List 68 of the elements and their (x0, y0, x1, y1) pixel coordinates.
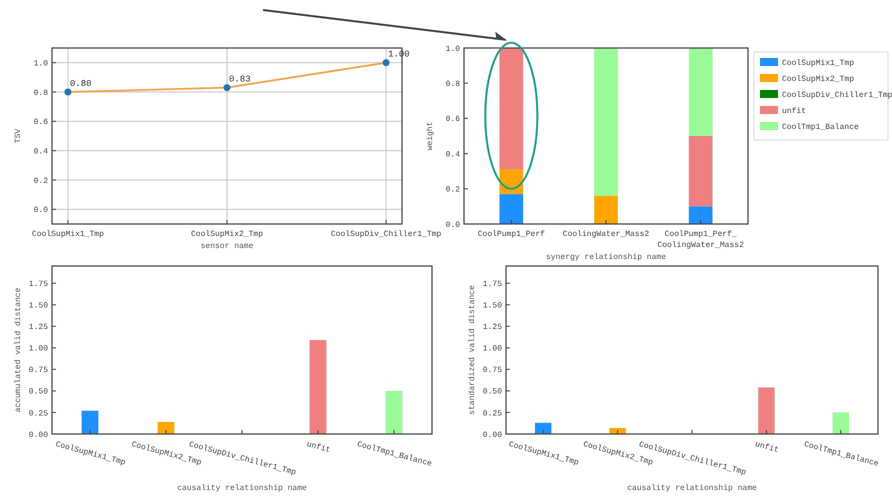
x-tick-label: CoolingWater_Mass2 (562, 230, 650, 239)
y-tick-label: 0.50 (482, 388, 502, 397)
legend-label: CoolSupDiv_Chiller1_Tmp (782, 90, 892, 100)
bar (688, 48, 712, 136)
bar (594, 196, 618, 224)
point (382, 59, 390, 66)
x-axis-title: sensor name (200, 242, 254, 251)
point (224, 84, 230, 92)
bar (758, 387, 775, 434)
bar (594, 48, 618, 196)
y-tick-label: 0.25 (28, 409, 48, 418)
y-tick-label: 1.75 (482, 280, 502, 290)
bar (500, 48, 524, 170)
x-tick-label: CoolPump1_Perf_ CoolingWater_Mass2 (657, 230, 744, 250)
x-tick-label: CoolSupMix2_Tmp (190, 230, 264, 239)
x-tick-label: CoolPump1_Perf (478, 230, 546, 239)
x-tick-label: CoolSupDiv_Chiller1_Tmp (330, 230, 442, 239)
y-tick-label: 1.00 (482, 344, 502, 354)
legend-label: CoolSupMix2_Tmp (782, 74, 854, 84)
bar (688, 136, 712, 206)
x-tick-label: unfit (754, 440, 780, 456)
y-tick-label: 1.00 (28, 344, 48, 354)
legend-label: CoolSupMix1_Tmp (782, 58, 854, 68)
data-label: 0.80 (70, 79, 92, 89)
y-tick-label: 0.75 (28, 366, 48, 376)
y-tick-label: 0.8 (446, 80, 460, 89)
y-axis-title: weight (426, 122, 435, 150)
point (64, 88, 72, 96)
bar (310, 340, 326, 434)
y-tick-label: 0.00 (28, 430, 48, 440)
bar (535, 422, 552, 434)
y-tick-label: 0.0 (34, 206, 48, 216)
y-tick-label: 1.0 (34, 59, 48, 68)
y-tick-label: 0.6 (34, 118, 48, 128)
x-tick-label: CoolSupMix1_Tmp (32, 230, 104, 239)
y-tick-label: 0.8 (34, 88, 48, 98)
bar (688, 206, 712, 224)
x-axis-title: causality relationship name (177, 484, 308, 493)
y-tick-label: 0.4 (446, 150, 460, 160)
x-axis-title: synergy relationship name (546, 253, 666, 262)
bar (500, 194, 524, 224)
legend-label: unfit (782, 106, 806, 116)
y-tick-label: 0.25 (482, 409, 502, 418)
y-tick-label: 0.6 (446, 115, 460, 124)
y-tick-label: 1.75 (28, 280, 48, 290)
y-tick-label: 0.0 (446, 220, 460, 230)
x-tick-label: unfit (306, 440, 332, 456)
y-axis-title: standardized valid distance (468, 284, 477, 415)
y-tick-label: 0.50 (28, 388, 48, 397)
x-axis-title: causality relationship name (627, 484, 758, 493)
bar (832, 412, 849, 434)
y-tick-label: 0.2 (446, 186, 460, 195)
legend-label: CoolTmp1_Balance (782, 122, 860, 132)
y-tick-label: 1.50 (482, 302, 502, 311)
bar (82, 410, 98, 434)
y-tick-label: 1.25 (28, 323, 48, 332)
bar (158, 422, 174, 434)
y-axis-title: accumulated valid distance (14, 287, 23, 412)
y-tick-label: 0.75 (482, 366, 502, 376)
y-tick-label: 0.2 (34, 176, 48, 186)
bar (386, 390, 402, 434)
y-tick-label: 1.25 (482, 323, 502, 332)
y-tick-label: 1.0 (446, 44, 460, 54)
y-tick-label: 1.50 (28, 302, 48, 311)
y-tick-label: 0.00 (482, 430, 502, 440)
y-axis-title: TSV (14, 128, 23, 144)
data-label: 0.83 (229, 74, 251, 85)
y-tick-label: 0.4 (34, 147, 48, 156)
